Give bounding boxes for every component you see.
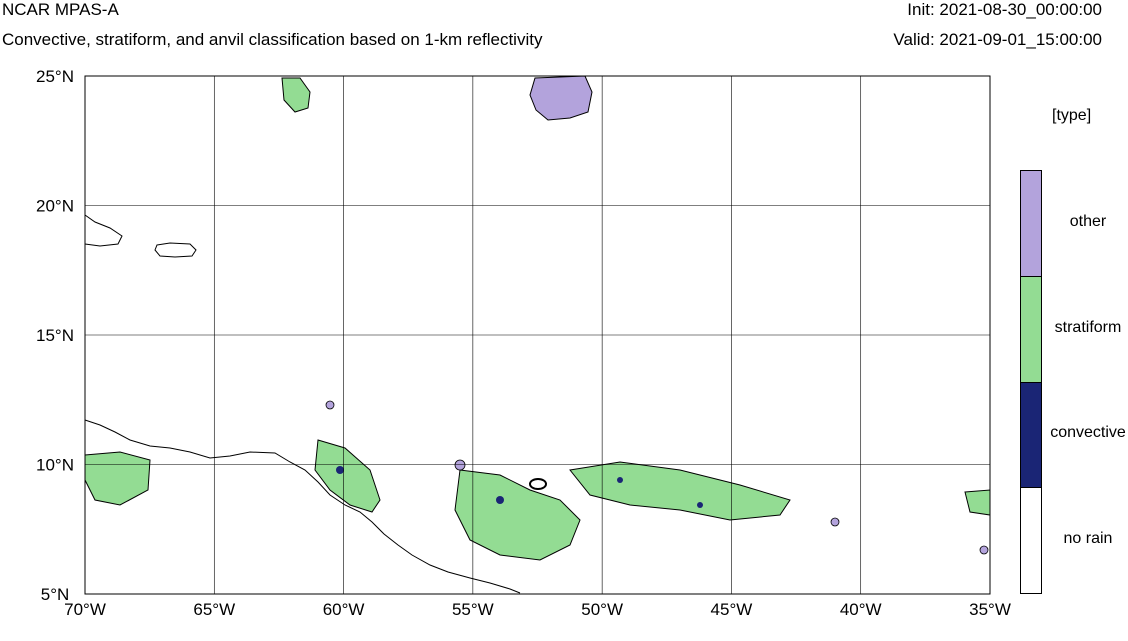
- anvil-cell: [830, 517, 840, 527]
- legend-label: convective: [1050, 424, 1126, 442]
- stratiform-cluster-central: [454, 469, 581, 561]
- lat-tick-label: 25°N: [36, 67, 74, 86]
- legend-title: [type]: [1052, 107, 1092, 124]
- convective-cell: [617, 477, 623, 483]
- anvil-cell: [979, 545, 989, 555]
- stratiform-cluster-far-east: [964, 489, 991, 516]
- stratiform-cluster-north: [281, 77, 311, 113]
- map-features: [84, 75, 991, 594]
- init-time: Init: 2021-08-30_00:00:00: [907, 0, 1102, 19]
- plot-description: Convective, stratiform, and anvil classi…: [2, 30, 543, 49]
- precip-cells: [84, 75, 991, 561]
- stratiform-cluster-east: [569, 461, 791, 521]
- anvil-cell: [454, 459, 466, 471]
- legend-swatch-stratiform: [1020, 275, 1042, 383]
- convective-cell: [496, 496, 504, 504]
- legend-swatch-other: [1020, 170, 1042, 277]
- convective-cell: [336, 466, 344, 474]
- lon-tick-label: 50°W: [581, 600, 623, 619]
- lat-tick-label: 20°N: [36, 197, 74, 216]
- lon-tick-label: 35°W: [969, 600, 1011, 619]
- lat-tick-label: 5°N: [41, 585, 70, 604]
- lon-tick-label: 40°W: [840, 600, 882, 619]
- anvil-cell: [325, 400, 335, 410]
- stratiform-cluster-west: [314, 439, 381, 513]
- lon-tick-label: 70°W: [64, 600, 106, 619]
- lon-tick-label: 65°W: [193, 600, 235, 619]
- lon-tick-label: 60°W: [323, 600, 365, 619]
- legend-label: no rain: [1063, 530, 1113, 548]
- map-frame: [84, 75, 991, 595]
- legend-label: other: [1069, 212, 1107, 230]
- model-title: NCAR MPAS-A: [2, 0, 119, 19]
- lat-tick-label: 10°N: [36, 456, 74, 475]
- legend-swatch-convective: [1020, 381, 1042, 489]
- longitude-labels: 70°W 65°W 60°W 55°W 50°W 45°W 40°W 35°W: [64, 600, 1011, 619]
- hispaniola-outline: [84, 214, 123, 247]
- legend-label: stratiform: [1054, 318, 1122, 336]
- lon-tick-label: 45°W: [711, 600, 753, 619]
- anvil-cluster-north: [529, 75, 593, 121]
- lon-tick-label: 55°W: [452, 600, 494, 619]
- stratiform-cluster-far-west: [84, 451, 151, 506]
- puerto-rico-outline: [154, 242, 197, 258]
- small-island-outline: [529, 478, 548, 490]
- latitude-labels: 25°N 20°N 15°N 10°N 5°N: [36, 67, 74, 604]
- lat-tick-label: 15°N: [36, 326, 74, 345]
- convective-cell: [697, 502, 703, 508]
- legend-swatch-no-rain: [1020, 487, 1042, 594]
- valid-time: Valid: 2021-09-01_15:00:00: [893, 30, 1102, 49]
- south-america-coastline: [84, 419, 521, 594]
